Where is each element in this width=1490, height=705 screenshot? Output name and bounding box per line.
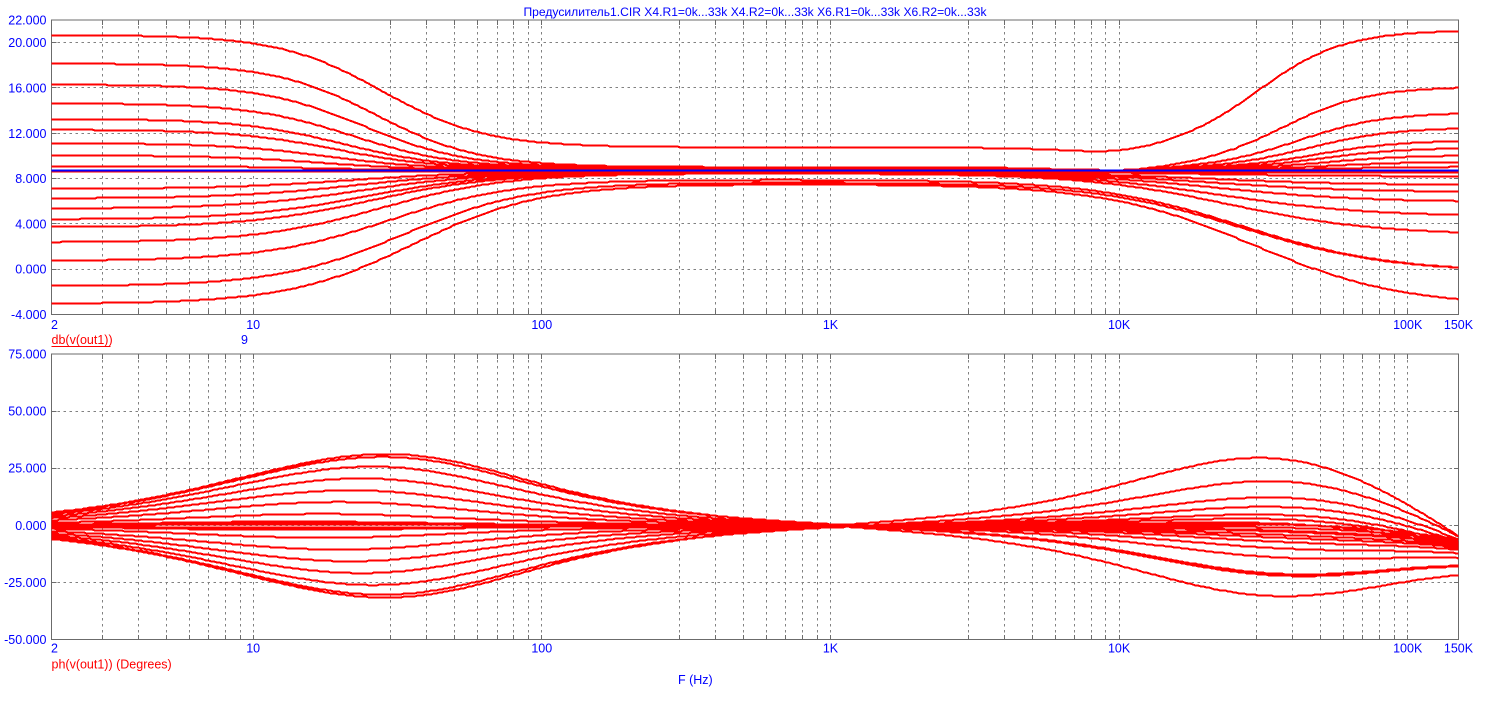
svg-text:10: 10 [246, 318, 260, 332]
svg-text:2: 2 [51, 318, 58, 332]
svg-text:2: 2 [51, 642, 58, 656]
svg-text:100K: 100K [1393, 318, 1423, 332]
svg-text:-50.000: -50.000 [4, 633, 46, 647]
svg-text:1K: 1K [823, 318, 839, 332]
svg-text:8.000: 8.000 [15, 172, 46, 186]
svg-text:db(v(out1)): db(v(out1)) [52, 333, 113, 347]
svg-text:75.000: 75.000 [8, 348, 46, 362]
svg-text:-25.000: -25.000 [4, 576, 46, 590]
svg-text:150K: 150K [1444, 642, 1474, 656]
svg-text:0.000: 0.000 [15, 519, 46, 533]
svg-text:150K: 150K [1444, 318, 1474, 332]
svg-text:10: 10 [246, 642, 260, 656]
svg-text:10K: 10K [1108, 642, 1131, 656]
svg-text:4.000: 4.000 [15, 217, 46, 231]
svg-text:16.000: 16.000 [8, 82, 46, 96]
svg-text:1K: 1K [823, 642, 839, 656]
svg-text:100: 100 [531, 642, 552, 656]
svg-text:9: 9 [241, 333, 248, 347]
svg-text:50.000: 50.000 [8, 405, 46, 419]
svg-text:F (Hz): F (Hz) [678, 673, 713, 687]
svg-text:10K: 10K [1108, 318, 1131, 332]
svg-text:22.000: 22.000 [8, 14, 46, 28]
svg-text:25.000: 25.000 [8, 462, 46, 476]
svg-text:Предусилитель1.CIR X4.R1=0k...: Предусилитель1.CIR X4.R1=0k...33k X4.R2=… [523, 5, 987, 19]
svg-text:100: 100 [531, 318, 552, 332]
svg-text:ph(v(out1)) (Degrees): ph(v(out1)) (Degrees) [52, 658, 172, 672]
svg-text:-4.000: -4.000 [11, 308, 46, 322]
svg-text:0.000: 0.000 [15, 263, 46, 277]
svg-text:20.000: 20.000 [8, 36, 46, 50]
svg-text:12.000: 12.000 [8, 127, 46, 141]
svg-text:100K: 100K [1393, 642, 1423, 656]
